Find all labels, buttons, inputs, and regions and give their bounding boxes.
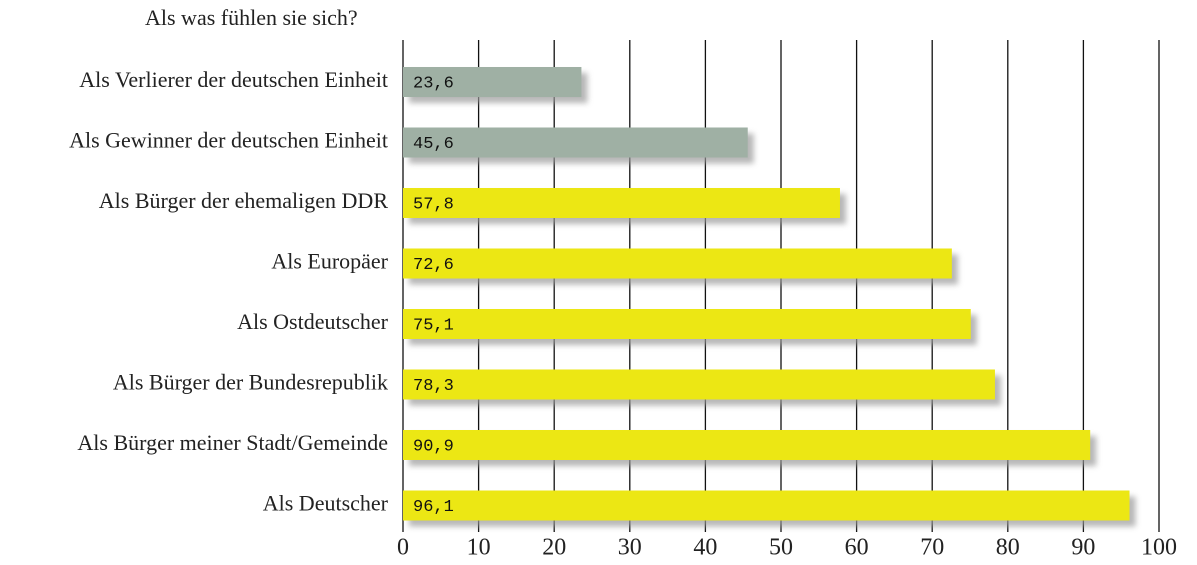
x-tick-label: 70 xyxy=(920,535,944,561)
x-tick-label: 30 xyxy=(618,535,642,561)
bar xyxy=(403,369,995,400)
x-tick-label: 80 xyxy=(996,535,1020,561)
chart-title: Als was fühlen sie sich? xyxy=(145,5,358,30)
value-label: 75,1 xyxy=(413,316,454,335)
bar xyxy=(403,309,971,339)
x-tick-label: 50 xyxy=(769,535,793,561)
bar xyxy=(403,188,840,218)
y-tick-label: Als Verlierer der deutschen Einheit xyxy=(79,67,388,92)
bar xyxy=(403,67,582,97)
bar xyxy=(403,430,1091,460)
x-tick-label: 20 xyxy=(542,535,566,561)
bar xyxy=(403,248,952,279)
y-tick-label: Als Bürger meiner Stadt/Gemeinde xyxy=(77,430,388,455)
x-tick-label: 10 xyxy=(467,535,491,561)
y-tick-label: Als Bürger der Bundesrepublik xyxy=(113,370,388,395)
value-label: 78,3 xyxy=(413,377,454,396)
bar xyxy=(403,490,1130,521)
y-tick-label: Als Gewinner der deutschen Einheit xyxy=(69,128,388,153)
value-label: 45,6 xyxy=(413,135,454,154)
value-label: 23,6 xyxy=(413,74,454,93)
y-tick-label: Als Bürger der ehemaligen DDR xyxy=(99,188,389,213)
value-label: 57,8 xyxy=(413,195,454,214)
y-tick-label: Als Ostdeutscher xyxy=(237,309,389,334)
value-label: 72,6 xyxy=(413,256,454,275)
x-tick-label: 100 xyxy=(1141,535,1177,561)
x-tick-label: 40 xyxy=(693,535,717,561)
bar xyxy=(403,127,748,158)
x-tick-label: 60 xyxy=(845,535,869,561)
x-tick-label: 90 xyxy=(1071,535,1095,561)
value-label: 90,9 xyxy=(413,437,454,456)
y-tick-label: Als Deutscher xyxy=(263,491,389,516)
value-label: 96,1 xyxy=(413,498,454,517)
y-tick-label: Als Europäer xyxy=(271,249,388,274)
x-tick-label: 0 xyxy=(397,535,409,561)
